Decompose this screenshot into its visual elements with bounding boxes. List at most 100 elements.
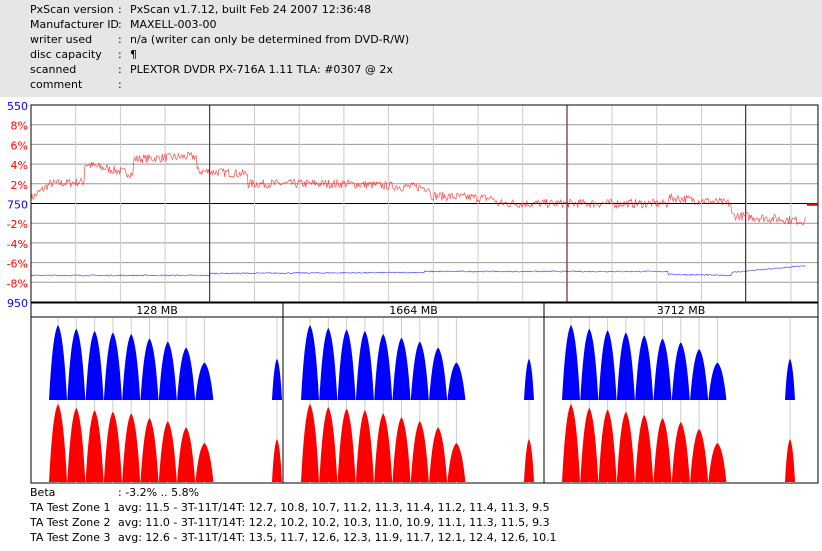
info-key: comment [30,78,83,91]
land-pit-histogram-peak [355,331,374,400]
pit-histogram-peak [524,439,534,482]
pit-histogram-peak [272,439,282,482]
y-tick-label: 8% [11,120,28,133]
y-tick-label: -4% [7,238,28,251]
land-pit-histogram-peak [580,328,599,400]
info-key: scanned [30,63,77,76]
pit-histogram-peak [140,418,159,482]
y-tick-label: 2% [11,179,28,192]
info-key: Manufacturer ID [30,18,119,31]
pit-histogram-peak [49,404,67,482]
info-key: writer used [30,33,93,46]
beta-jitter-chart: 550 8% 6% 4% 2% 750 -2% -4% -6% -8% 950 128 MB 1664 … [7,100,819,484]
land-pit-histogram-peak [410,341,429,400]
pit-histogram-peak [319,407,338,482]
land-pit-histogram-peak [67,328,86,400]
pit-histogram-peak [122,413,141,482]
result-value: : -3.2% .. 5.8% [118,486,200,499]
pit-histogram-peak [708,443,727,482]
info-separator: : [118,33,122,46]
pit-histogram-peak [67,407,86,482]
pit-histogram-peak [562,404,580,482]
jitter-series-line [30,265,806,277]
pit-histogram-peak [195,443,214,482]
info-key: PxScan version [30,3,114,16]
info-value: n/a (writer can only be determined from … [130,33,410,46]
y-tick-label: -8% [7,277,28,290]
pit-histogram-peak [429,427,448,482]
land-pit-histogram-peak [690,349,709,400]
pit-histogram-peak [653,418,672,482]
land-pit-histogram-peak [49,325,67,400]
result-value: avg: 12.6 - 3T-11T/14T: 13.5, 11.7, 12.6… [118,531,557,544]
info-value: PxScan v1.7.12, built Feb 24 2007 12:36:… [130,3,372,16]
scan-info-header: PxScan version: PxScan v1.7.12, built Feb… [0,0,822,97]
info-key: disc capacity [30,48,102,61]
land-pit-histogram-peak [671,342,690,400]
pit-histogram-peak [785,439,795,482]
beta-series-line [30,151,806,226]
land-pit-histogram-peak [272,358,282,400]
pit-histogram-peak [580,407,599,482]
ta-zone-label: 128 MB [136,304,178,317]
land-pit-histogram-peak [319,328,338,400]
land-pit-histogram-peak [195,362,214,400]
pit-histogram-peak [177,427,196,482]
result-key: TA Test Zone 2 [30,516,111,529]
land-pit-histogram-peak [447,362,466,400]
pit-histogram-peak [355,410,374,482]
pit-histogram-peak [447,443,466,482]
pit-histogram-peak [671,421,690,482]
result-key: Beta [30,486,56,499]
info-separator: : [118,63,122,76]
result-key: TA Test Zone 1 [30,501,111,514]
pit-histogram-peak [598,409,617,482]
land-pit-histogram-peak [708,362,727,400]
land-pit-histogram-peak [653,338,672,400]
pit-histogram-peak [103,411,122,482]
land-pit-histogram-peak [140,338,159,400]
land-pit-histogram-peak [598,330,617,400]
info-separator: : [118,3,122,16]
land-pit-histogram-peak [562,325,580,400]
pit-histogram-peak [635,414,654,482]
land-pit-histogram-peak [301,325,319,400]
y-tick-label: -6% [7,258,28,271]
y-tick-label: 950 [7,297,28,310]
land-pit-histogram-peak [616,332,635,400]
y-tick-label: 750 [7,199,28,212]
pit-histogram-peak [337,408,356,482]
land-pit-histogram-peak [177,347,196,400]
pit-histogram-peak [690,428,709,482]
pit-histogram-peak [392,417,411,482]
land-pit-histogram-peak [85,331,104,400]
ta-zone-label: 3712 MB [657,304,706,317]
pit-histogram-peak [374,413,393,482]
land-pit-histogram-peak [337,329,356,400]
land-pit-histogram-peak [392,337,411,400]
land-pit-histogram-peak [635,335,654,400]
y-tick-label: 550 [7,100,28,113]
land-pit-histogram-peak [429,347,448,400]
land-pit-histogram-peak [122,334,141,400]
pit-histogram-peak [158,421,177,482]
info-separator: : [118,18,122,31]
pit-histogram-peak [616,411,635,482]
info-value: MAXELL-003-00 [130,18,217,31]
land-pit-histogram-peak [103,332,122,400]
result-key: TA Test Zone 3 [30,531,111,544]
ta-zone-label: 1664 MB [389,304,438,317]
result-value: avg: 11.0 - 3T-11T/14T: 12.2, 10.2, 10.2… [118,516,550,529]
y-tick-label: 6% [11,139,28,152]
pit-histogram-peak [410,421,429,482]
land-pit-histogram-peak [158,341,177,400]
info-value: ¶ [130,48,137,61]
y-tick-label: 4% [11,159,28,172]
land-pit-histogram-peak [785,358,795,400]
info-separator: : [118,48,122,61]
result-value: avg: 11.5 - 3T-11T/14T: 12.7, 10.8, 10.7… [118,501,550,514]
info-separator: : [118,78,122,91]
y-tick-label: -2% [7,218,28,231]
info-value: PLEXTOR DVDR PX-716A 1.11 TLA: #0307 @ 2… [130,63,393,76]
pit-histogram-peak [85,410,104,482]
